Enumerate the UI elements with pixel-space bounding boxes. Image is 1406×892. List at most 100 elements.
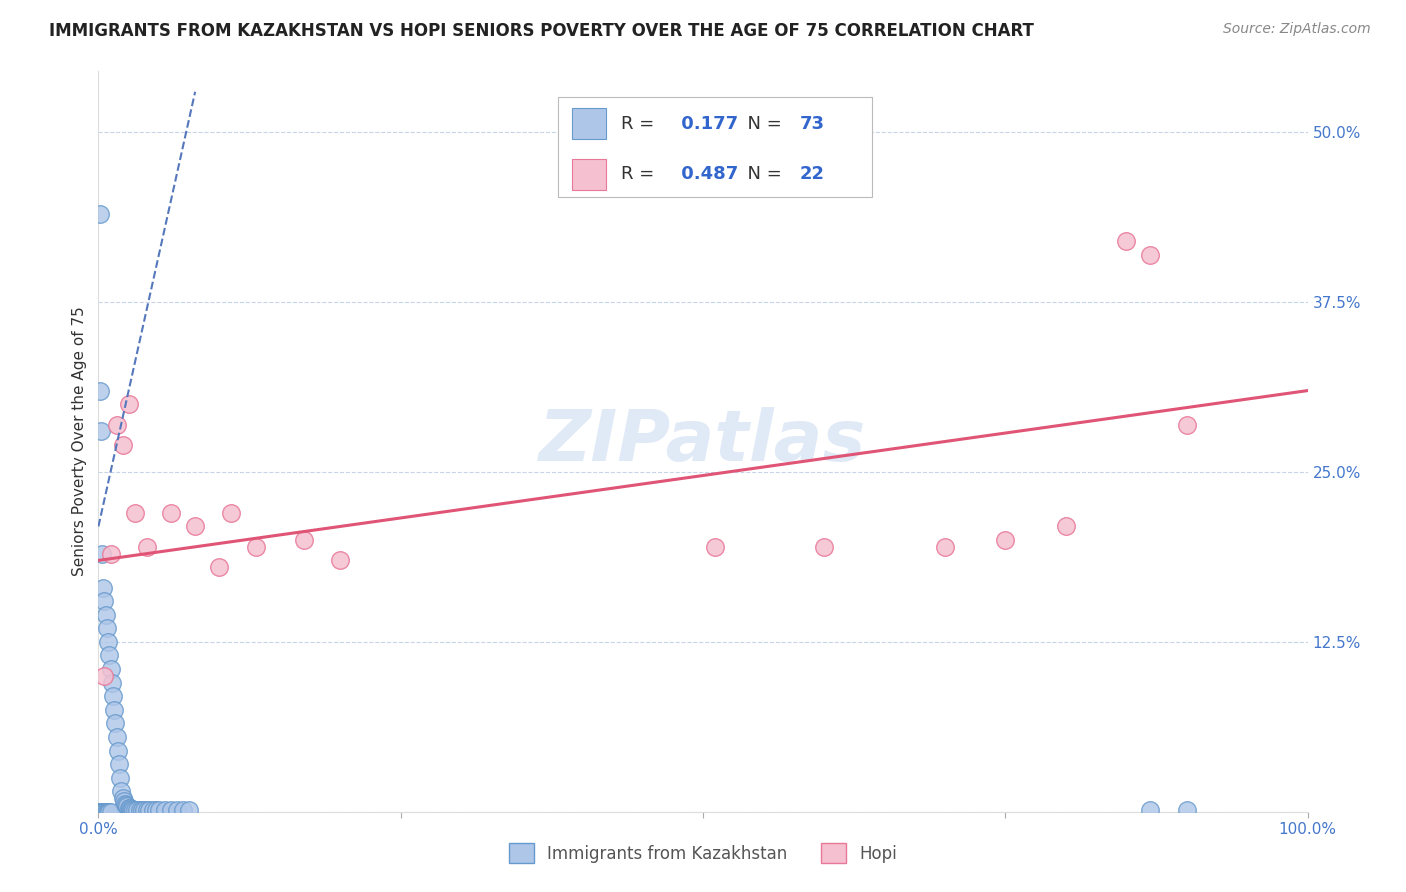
Point	[91, 805, 114, 819]
Text: R =: R =	[621, 165, 659, 183]
Point	[91, 581, 114, 595]
Point	[90, 805, 112, 819]
Point	[108, 757, 131, 772]
Text: ZIPatlas: ZIPatlas	[540, 407, 866, 476]
Point	[105, 730, 128, 744]
Point	[153, 803, 176, 817]
Point	[89, 805, 111, 819]
Point	[110, 784, 132, 798]
Point	[89, 805, 111, 819]
Point	[90, 425, 112, 439]
Point	[172, 803, 194, 817]
Point	[100, 662, 122, 676]
Point	[94, 805, 117, 819]
Point	[104, 716, 127, 731]
Point	[94, 607, 117, 622]
Point	[245, 540, 267, 554]
Point	[89, 384, 111, 398]
Point	[124, 506, 146, 520]
Point	[108, 771, 131, 785]
Point	[100, 675, 122, 690]
Point	[1175, 417, 1198, 432]
Point	[934, 540, 956, 554]
Point	[97, 805, 120, 819]
Text: 0.487: 0.487	[675, 165, 738, 183]
Point	[98, 805, 121, 819]
Text: 0.177: 0.177	[675, 115, 738, 133]
Point	[91, 547, 114, 561]
Point	[148, 803, 170, 817]
Point	[112, 794, 135, 808]
Point	[128, 803, 150, 817]
Point	[93, 594, 115, 608]
Legend: Immigrants from Kazakhstan, Hopi: Immigrants from Kazakhstan, Hopi	[502, 837, 904, 870]
Point	[118, 800, 141, 814]
Point	[138, 803, 160, 817]
Point	[145, 803, 167, 817]
Point	[292, 533, 315, 547]
Point	[160, 506, 183, 520]
Point	[89, 805, 111, 819]
Point	[329, 553, 352, 567]
Point	[994, 533, 1017, 547]
Point	[179, 803, 201, 817]
Text: Source: ZipAtlas.com: Source: ZipAtlas.com	[1223, 22, 1371, 37]
Point	[122, 803, 145, 817]
Point	[118, 800, 141, 814]
Text: N =: N =	[735, 115, 787, 133]
FancyBboxPatch shape	[572, 109, 606, 139]
Point	[127, 803, 149, 817]
Point	[91, 805, 114, 819]
Point	[93, 805, 115, 819]
Point	[100, 547, 122, 561]
Point	[135, 540, 157, 554]
Text: 22: 22	[800, 165, 825, 183]
Point	[89, 805, 111, 819]
FancyBboxPatch shape	[558, 97, 872, 197]
Point	[134, 803, 156, 817]
Point	[93, 669, 115, 683]
Point	[160, 803, 183, 817]
Text: IMMIGRANTS FROM KAZAKHSTAN VS HOPI SENIORS POVERTY OVER THE AGE OF 75 CORRELATIO: IMMIGRANTS FROM KAZAKHSTAN VS HOPI SENIO…	[49, 22, 1033, 40]
Point	[117, 799, 139, 814]
Point	[96, 805, 118, 819]
Point	[90, 805, 112, 819]
Point	[120, 802, 142, 816]
Point	[221, 506, 243, 520]
Point	[1175, 803, 1198, 817]
Point	[97, 635, 120, 649]
Point	[813, 540, 835, 554]
Point	[1139, 248, 1161, 262]
Point	[89, 805, 111, 819]
Point	[1115, 234, 1137, 248]
Point	[89, 207, 111, 221]
FancyBboxPatch shape	[572, 159, 606, 190]
Point	[90, 805, 112, 819]
Point	[111, 791, 134, 805]
Point	[89, 805, 111, 819]
Point	[103, 703, 125, 717]
Point	[114, 797, 136, 811]
Point	[111, 438, 134, 452]
Point	[89, 805, 111, 819]
Point	[91, 805, 114, 819]
Point	[166, 803, 188, 817]
Point	[93, 805, 115, 819]
Point	[100, 805, 122, 819]
Point	[90, 805, 112, 819]
Point	[1139, 803, 1161, 817]
Point	[142, 803, 165, 817]
Point	[124, 803, 146, 817]
Text: R =: R =	[621, 115, 659, 133]
Point	[90, 805, 112, 819]
Point	[131, 803, 153, 817]
Point	[704, 540, 727, 554]
Point	[89, 805, 111, 819]
Point	[1054, 519, 1077, 533]
Y-axis label: Seniors Poverty Over the Age of 75: Seniors Poverty Over the Age of 75	[72, 307, 87, 576]
Point	[96, 621, 118, 635]
Point	[98, 648, 121, 663]
Text: 73: 73	[800, 115, 825, 133]
Point	[121, 802, 143, 816]
Point	[208, 560, 231, 574]
